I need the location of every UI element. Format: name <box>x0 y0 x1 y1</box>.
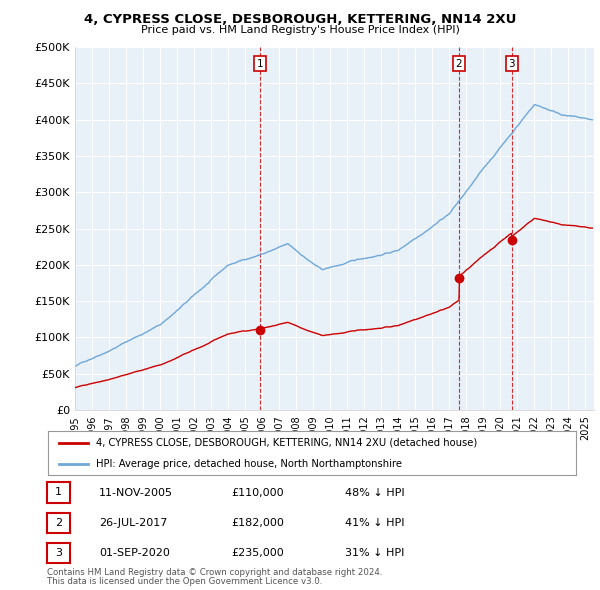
Text: 31% ↓ HPI: 31% ↓ HPI <box>345 549 404 558</box>
Text: 2: 2 <box>55 518 62 528</box>
Text: 4, CYPRESS CLOSE, DESBOROUGH, KETTERING, NN14 2XU (detached house): 4, CYPRESS CLOSE, DESBOROUGH, KETTERING,… <box>95 438 477 448</box>
Text: 48% ↓ HPI: 48% ↓ HPI <box>345 488 404 497</box>
Text: 01-SEP-2020: 01-SEP-2020 <box>99 549 170 558</box>
Text: £235,000: £235,000 <box>231 549 284 558</box>
Text: 2: 2 <box>456 58 463 68</box>
Text: £110,000: £110,000 <box>231 488 284 497</box>
Text: Contains HM Land Registry data © Crown copyright and database right 2024.: Contains HM Land Registry data © Crown c… <box>47 568 383 577</box>
Text: 11-NOV-2005: 11-NOV-2005 <box>99 488 173 497</box>
Text: 3: 3 <box>55 548 62 558</box>
Text: This data is licensed under the Open Government Licence v3.0.: This data is licensed under the Open Gov… <box>47 578 323 586</box>
Text: £182,000: £182,000 <box>231 519 284 528</box>
Text: 26-JUL-2017: 26-JUL-2017 <box>99 519 167 528</box>
Text: 1: 1 <box>257 58 263 68</box>
Text: HPI: Average price, detached house, North Northamptonshire: HPI: Average price, detached house, Nort… <box>95 459 401 469</box>
Text: 3: 3 <box>508 58 515 68</box>
Text: 4, CYPRESS CLOSE, DESBOROUGH, KETTERING, NN14 2XU: 4, CYPRESS CLOSE, DESBOROUGH, KETTERING,… <box>84 13 516 26</box>
Text: 41% ↓ HPI: 41% ↓ HPI <box>345 519 404 528</box>
Text: 1: 1 <box>55 487 62 497</box>
Text: Price paid vs. HM Land Registry's House Price Index (HPI): Price paid vs. HM Land Registry's House … <box>140 25 460 35</box>
